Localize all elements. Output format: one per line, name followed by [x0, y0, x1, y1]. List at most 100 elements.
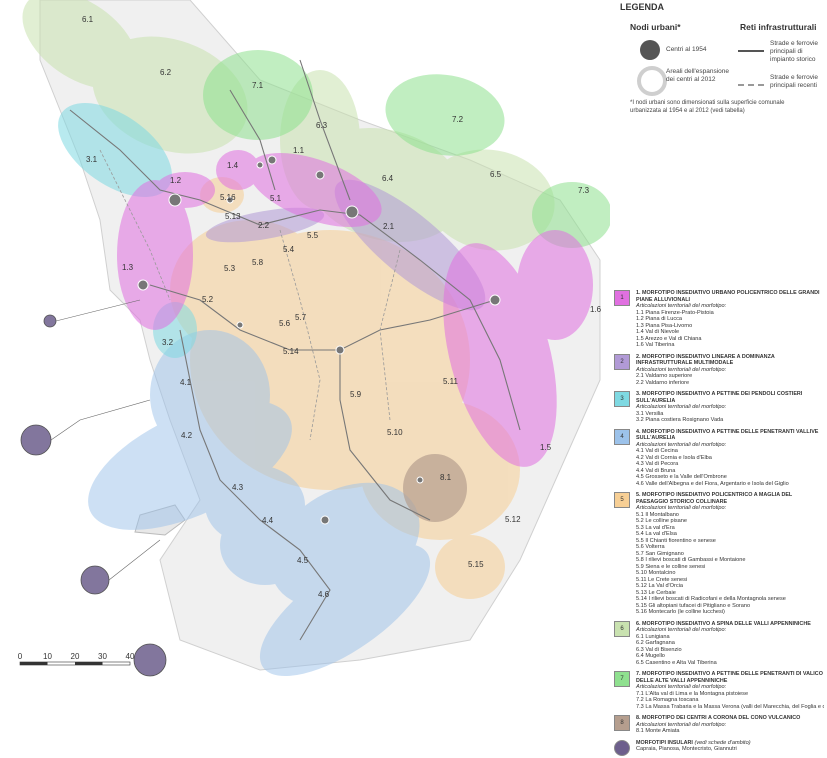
- zone-label: 1.5: [540, 443, 552, 452]
- urban-nodes: [137, 155, 501, 525]
- morphotype-sub-item: 3.2 Piana costiera Rosignano Vada: [636, 417, 724, 423]
- morphotype-sub-item: 4.5 Grosseto e la Valle dell'Ombrone: [636, 474, 727, 480]
- morphotype-sub-item: 4.6 Valle dell'Albegna e del Fiora, Arge…: [636, 480, 789, 487]
- morphotype-legend: 1 1. MORFOTIPO INSEDIATIVO URBANO POLICEN…: [612, 290, 824, 758]
- morphotype-item-8: 8 8. MORFOTIPO DEI CENTRI A CORONA DEL CO…: [612, 715, 824, 735]
- morphotype-item-7: 7 7. MORFOTIPO INSEDIATIVO A PETTINE DELL…: [612, 671, 824, 710]
- morphotype-item-1: 1 1. MORFOTIPO INSEDIATIVO URBANO POLICEN…: [612, 290, 824, 349]
- zone-label: 6.5: [490, 170, 502, 179]
- zone-label: 1.1: [293, 146, 305, 155]
- zone-labels: 6.1 6.2 7.1 6.3 7.2 3.1 1.4 1.1 6.4 6.5 7.3 1.2 5.16…: [82, 15, 602, 599]
- territorial-map: 0 10 20 30 40 6.1 6.2 7.1 6.3 7.2 3.1 1.4 1.1 6.4 6.5…: [17, 0, 610, 677]
- morphotype-item-3: 3 3. MORFOTIPO INSEDIATIVO A PETTINE DEI …: [612, 391, 824, 424]
- morphotype-sub-item: 5.16 Montecarlo (le colline lucchesi): [636, 609, 725, 615]
- morphotype-sub-item: 8.1 Monte Amiata: [636, 728, 680, 734]
- node-1954-label: Centri al 1954: [666, 46, 707, 53]
- morphotype-sub-item: 5.13 Le Cerbaie: [636, 589, 676, 596]
- morphotype-swatch: 4: [614, 428, 630, 445]
- morphotype-sub-item: 1.5 Arezzo e Val di Chiana: [636, 335, 702, 342]
- node-1954-icon: [640, 40, 660, 60]
- scale-tick-label: 0: [18, 652, 23, 661]
- morphotype-sub-item: 5.15 Gli altopiani tufacei di Pitigliano…: [636, 602, 751, 609]
- morphotype-sub-item: 5.1 Il Montalbano: [636, 511, 679, 518]
- morphotype-sub-item: 5.2 Le colline pisane: [636, 518, 688, 524]
- scale-bar: [19, 661, 131, 666]
- zone-label: 5.12: [505, 515, 521, 524]
- zone-label: 5.6: [279, 319, 291, 328]
- zone-label: 2.2: [258, 221, 270, 230]
- morphotype-title: 3. MORFOTIPO INSEDIATIVO A PETTINE DEI P…: [636, 391, 803, 404]
- morphotype-articulations: Articolazioni territoriali del morfotipo…: [636, 441, 727, 448]
- zone-label: 8.1: [440, 473, 452, 482]
- zone-label: 5.5: [307, 231, 319, 240]
- scale-ticks: 0 10 20 30 40: [18, 652, 135, 661]
- morphotype-sub-item: 5.4 La val d'Elsa: [636, 531, 677, 537]
- morphotype-articulations: Articolazioni territoriali del morfotipo…: [636, 505, 727, 511]
- zone-label: 1.6: [590, 305, 602, 314]
- scale-tick-label: 30: [98, 652, 107, 661]
- zone-label: 5.9: [350, 390, 362, 399]
- morphotype-sub-item: 6.5 Casentino e Alta Val Tiberina: [636, 659, 717, 666]
- morphotype-articulations: Articolazioni territoriali del morfotipo…: [636, 366, 727, 373]
- zone-label: 5.3: [224, 264, 236, 273]
- morphotype-sub-item: 4.3 Val di Pecora: [636, 461, 679, 467]
- morphotype-sub-item: 7.3 La Massa Trabaria e la Massa Verona …: [636, 703, 824, 710]
- zone-7-2: [385, 74, 505, 156]
- historic-network-icon: [738, 50, 764, 52]
- morphotype-sub-item: 5.10 Montalcino: [636, 570, 676, 576]
- node-2012-icon: [637, 66, 667, 96]
- zone-label: 5.15: [468, 560, 484, 569]
- morphotype-swatch: 2: [614, 353, 630, 370]
- morphotype-sub-item: 4.2 Val di Cornia e Isola d'Elba: [636, 454, 712, 461]
- zone-label: 1.4: [227, 161, 239, 170]
- morphotype-swatch: 6: [614, 620, 630, 637]
- zone-1-4: [216, 150, 260, 190]
- recent-road-network: [99, 149, 401, 441]
- zone-label: 5.16: [220, 193, 236, 202]
- morphotype-sub-item: 6.3 Val di Bisenzio: [636, 646, 682, 653]
- scale-tick-label: 20: [71, 652, 80, 661]
- zone-label: 4.3: [232, 483, 244, 492]
- zone-6-5: [425, 149, 555, 251]
- island-links: [50, 299, 161, 581]
- morphotype-swatch: 5: [614, 492, 630, 508]
- morphotype-item-5: 5 5. MORFOTIPO INSEDIATIVO POLICENTRICO A…: [612, 492, 824, 616]
- morphotype-sub-item: 6.1 Lunigiana: [636, 633, 670, 640]
- nodes-title: Nodi urbani*: [630, 22, 681, 32]
- zone-label: 6.2: [160, 68, 172, 77]
- morphotype-swatch: 8: [614, 715, 630, 731]
- zone-4-6: [259, 543, 431, 677]
- zone-7-1: [203, 50, 313, 140]
- zone-label: 6.1: [82, 15, 94, 24]
- zone-label: 5.10: [387, 428, 403, 437]
- zone-label: 1.3: [122, 263, 134, 272]
- zone-label: 4.1: [180, 378, 192, 387]
- morphotype-sub-item: 5.3 La val d'Era: [636, 524, 675, 531]
- node-2012-label: Areali dell'espansione dei centri al 201…: [666, 68, 730, 83]
- zone-label: 5.13: [225, 212, 241, 221]
- zone-label: 4.6: [318, 590, 330, 599]
- morphotype-sub-item: 5.5 Il Chianti fiorentino e senese: [636, 537, 716, 544]
- morphotype-sub-item: 4.4 Val di Bruna: [636, 467, 676, 474]
- zone-label: 4.5: [297, 556, 309, 565]
- zone-label: 3.1: [86, 155, 98, 164]
- zone-label: 7.3: [578, 186, 590, 195]
- zone-label: 5.1: [270, 194, 282, 203]
- road-network: [69, 59, 521, 641]
- morphotype-sub-item: 1.3 Piana Pisa-Livorno: [636, 322, 693, 329]
- zone-8-1: [403, 454, 467, 522]
- zone-label: 4.2: [181, 431, 193, 440]
- morphotype-sub-item: 6.4 Mugello: [636, 653, 665, 659]
- zones-1: [117, 150, 593, 467]
- networks-title: Reti infrastrutturali: [740, 22, 817, 32]
- zone-label: 6.4: [382, 174, 394, 183]
- morphotype-sub-item: 5.8 I rilievi boscati di Gambassi e Mont…: [636, 557, 746, 563]
- morphotype-articulations: Articolazioni territoriali del morfotipo…: [636, 627, 727, 633]
- morphotype-item-4: 4 4. MORFOTIPO INSEDIATIVO A PETTINE DELL…: [612, 428, 824, 488]
- morphotype-sub-item: 6.2 Garfagnana: [636, 640, 675, 646]
- morphotype-item-2: 2 2. MORFOTIPO INSEDIATIVO LINEARE A DOMI…: [612, 353, 824, 387]
- zone-label: 5.8: [252, 258, 264, 267]
- zone-label: 2.1: [383, 222, 395, 231]
- morphotype-sub-item: 5.12 La Val d'Orcia: [636, 583, 683, 589]
- historic-network-label: Strade e ferrovie principali di impianto…: [770, 40, 819, 63]
